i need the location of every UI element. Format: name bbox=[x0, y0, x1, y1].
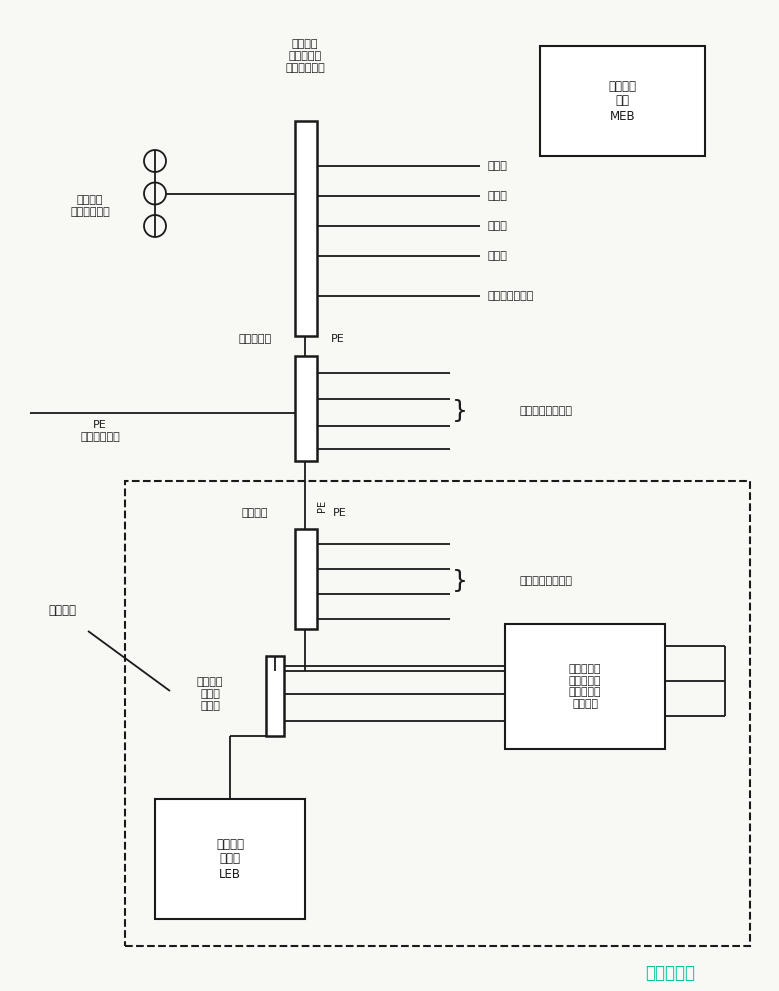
Text: PE: PE bbox=[331, 334, 345, 344]
Text: 煮气管: 煮气管 bbox=[487, 221, 507, 231]
Bar bbox=[295, 356, 317, 461]
Text: 进线配电筱: 进线配电筱 bbox=[238, 334, 272, 344]
Bar bbox=[125, 481, 750, 946]
Text: 至用电设备及插座: 至用电设备及插座 bbox=[520, 577, 573, 587]
Text: 分配电筱: 分配电筱 bbox=[241, 508, 268, 518]
Text: 上水管: 上水管 bbox=[487, 161, 507, 171]
Bar bbox=[266, 656, 284, 736]
Text: 局部等电
位联结
端子板: 局部等电 位联结 端子板 bbox=[197, 678, 224, 711]
Text: 暖气管: 暖气管 bbox=[487, 251, 507, 261]
Text: PE
（假如有时）: PE （假如有时） bbox=[80, 420, 120, 442]
Text: PE: PE bbox=[333, 508, 347, 518]
Text: 局部等电
位联结
LEB: 局部等电 位联结 LEB bbox=[216, 837, 244, 880]
Text: 自动秒链接: 自动秒链接 bbox=[645, 964, 695, 982]
Text: 接地极或
其它接地措施: 接地极或 其它接地措施 bbox=[70, 195, 110, 217]
Text: 建筑物金属结构: 建筑物金属结构 bbox=[487, 291, 534, 301]
Text: 总等电位
联结
MEB: 总等电位 联结 MEB bbox=[608, 79, 636, 123]
Text: }: } bbox=[452, 399, 468, 423]
Bar bbox=[505, 624, 665, 749]
Bar bbox=[155, 799, 305, 919]
Text: 下水管: 下水管 bbox=[487, 191, 507, 201]
Text: 接地母排
（总等电位
联结端子板）: 接地母排 （总等电位 联结端子板） bbox=[285, 40, 325, 72]
Text: }: } bbox=[452, 570, 468, 594]
Bar bbox=[295, 121, 317, 336]
Text: 至用电设备及插座: 至用电设备及插座 bbox=[520, 406, 573, 416]
Bar bbox=[295, 529, 317, 629]
Bar bbox=[540, 46, 705, 156]
Text: PE: PE bbox=[317, 499, 327, 512]
Text: 至电气装置
外的金属管
道及建筑物
金属结构: 至电气装置 外的金属管 道及建筑物 金属结构 bbox=[569, 664, 601, 709]
Text: 局部场所: 局部场所 bbox=[48, 605, 76, 617]
